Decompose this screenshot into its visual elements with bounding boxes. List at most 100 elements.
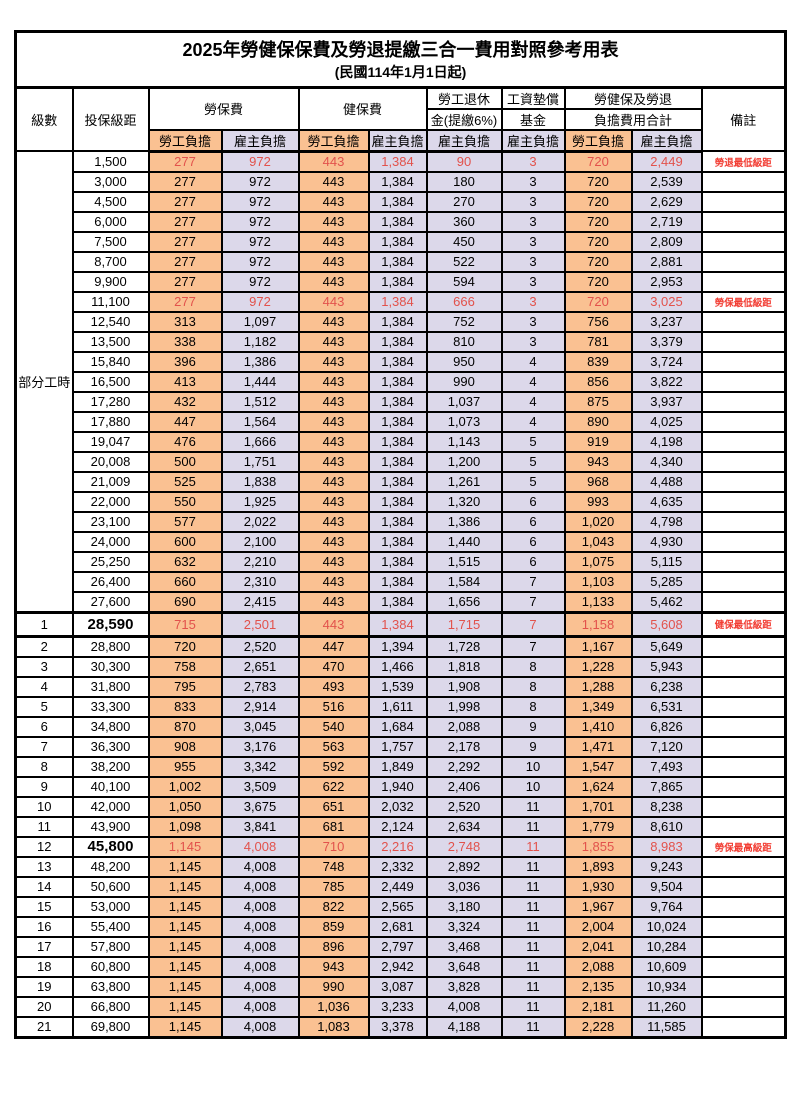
cell-total-employer: 5,649 (630, 635, 703, 658)
cell-total-employer: 2,719 (630, 210, 703, 233)
table-row: 8 38,200 955 3,342 592 1,849 2,292 10 1,547 7,493 (14, 755, 787, 778)
cell-note (700, 935, 787, 958)
cell-note (700, 875, 787, 898)
cell-pension-employer: 3,036 (425, 875, 503, 898)
cell-health-employer: 1,384 (367, 270, 428, 293)
cell-health-employee: 622 (297, 775, 370, 798)
cell-pension-employer: 360 (425, 210, 503, 233)
cell-total-employer: 3,025 (630, 290, 703, 313)
cell-wage-fund-employer: 9 (500, 715, 566, 738)
cell-labor-employee: 870 (147, 715, 223, 738)
cell-bracket: 8,700 (71, 250, 150, 273)
cell-health-employer: 2,797 (367, 935, 428, 958)
cell-bracket: 36,300 (71, 735, 150, 758)
cell-labor-employee: 1,145 (147, 975, 223, 998)
cell-wage-fund-employer: 11 (500, 815, 566, 838)
cell-total-employee: 2,181 (563, 995, 633, 1018)
cell-wage-fund-employer: 7 (500, 570, 566, 593)
header-total-line1: 勞健保及勞退 (563, 86, 703, 110)
cell-pension-employer: 1,656 (425, 590, 503, 614)
cell-health-employee: 990 (297, 975, 370, 998)
cell-pension-employer: 1,715 (425, 610, 503, 638)
cell-health-employer: 1,384 (367, 190, 428, 213)
cell-health-employer: 1,384 (367, 510, 428, 533)
table-row: 19 63,800 1,145 4,008 990 3,087 3,828 11 2,135 10… (14, 975, 787, 998)
header-pension-employer: 雇主負擔 (425, 128, 503, 153)
cell-pension-employer: 2,520 (425, 795, 503, 818)
table-row: 26,400 660 2,310 443 1,384 1,584 7 1,103 5,285 (16, 570, 787, 593)
table-row: 3 30,300 758 2,651 470 1,466 1,818 8 1,228 5,943 (14, 655, 787, 678)
cell-labor-employee: 1,145 (147, 935, 223, 958)
cell-health-employer: 1,384 (367, 310, 428, 333)
cell-bracket: 57,800 (71, 935, 150, 958)
cell-wage-fund-employer: 6 (500, 550, 566, 573)
cell-total-employer: 5,115 (630, 550, 703, 573)
cell-labor-employer: 3,045 (220, 715, 300, 738)
cell-health-employee: 443 (297, 370, 370, 393)
cell-wage-fund-employer: 3 (500, 210, 566, 233)
cell-health-employee: 443 (297, 550, 370, 573)
table-row: 17 57,800 1,145 4,008 896 2,797 3,468 11 2,041 10… (14, 935, 787, 958)
cell-health-employer: 1,384 (367, 610, 428, 638)
cell-health-employee: 443 (297, 310, 370, 333)
cell-note (700, 815, 787, 838)
cell-health-employer: 1,684 (367, 715, 428, 738)
cell-level: 13 (14, 855, 74, 878)
cell-wage-fund-employer: 6 (500, 490, 566, 513)
cell-health-employee: 443 (297, 570, 370, 593)
cell-total-employee: 1,624 (563, 775, 633, 798)
header-wage-fund-employer: 雇主負擔 (500, 128, 566, 153)
cell-note: 勞保最低級距 (700, 290, 787, 313)
cell-bracket: 27,600 (71, 590, 150, 614)
cell-total-employee: 1,779 (563, 815, 633, 838)
cell-labor-employer: 972 (220, 290, 300, 313)
cell-health-employee: 651 (297, 795, 370, 818)
header-labor-employee: 勞工負擔 (147, 128, 223, 153)
cell-labor-employer: 4,008 (220, 915, 300, 938)
cell-labor-employer: 2,100 (220, 530, 300, 553)
cell-health-employer: 1,611 (367, 695, 428, 718)
cell-total-employee: 720 (563, 210, 633, 233)
cell-health-employer: 1,384 (367, 570, 428, 593)
cell-bracket: 28,800 (71, 635, 150, 658)
cell-total-employer: 10,284 (630, 935, 703, 958)
cell-pension-employer: 3,324 (425, 915, 503, 938)
cell-pension-employer: 1,143 (425, 430, 503, 453)
cell-labor-employer: 1,182 (220, 330, 300, 353)
table-row: 3,000 277 972 443 1,384 180 3 720 2,539 (16, 170, 787, 193)
cell-total-employer: 4,198 (630, 430, 703, 453)
cell-pension-employer: 1,037 (425, 390, 503, 413)
cell-total-employee: 1,547 (563, 755, 633, 778)
cell-bracket: 1,500 (71, 150, 150, 173)
cell-health-employee: 563 (297, 735, 370, 758)
cell-total-employer: 9,764 (630, 895, 703, 918)
cell-bracket: 24,000 (71, 530, 150, 553)
cell-level: 11 (14, 815, 74, 838)
cell-total-employee: 1,133 (563, 590, 633, 614)
cell-total-employee: 2,041 (563, 935, 633, 958)
cell-labor-employee: 1,002 (147, 775, 223, 798)
cell-level: 12 (14, 835, 74, 858)
table-row: 15,840 396 1,386 443 1,384 950 4 839 3,724 (16, 350, 787, 373)
cell-note (700, 170, 787, 193)
header-wage-fund-line2: 基金 (500, 107, 566, 131)
cell-health-employer: 1,384 (367, 430, 428, 453)
cell-pension-employer: 2,748 (425, 835, 503, 858)
cell-labor-employee: 632 (147, 550, 223, 573)
cell-total-employee: 720 (563, 150, 633, 173)
cell-labor-employee: 1,145 (147, 895, 223, 918)
table-row: 16,500 413 1,444 443 1,384 990 4 856 3,822 (16, 370, 787, 393)
cell-total-employee: 1,103 (563, 570, 633, 593)
cell-bracket: 69,800 (71, 1015, 150, 1039)
cell-total-employee: 1,471 (563, 735, 633, 758)
cell-labor-employer: 972 (220, 170, 300, 193)
cell-labor-employee: 277 (147, 150, 223, 173)
header-total-line2: 負擔費用合計 (563, 107, 703, 131)
cell-labor-employer: 972 (220, 210, 300, 233)
cell-health-employee: 443 (297, 190, 370, 213)
cell-note (700, 410, 787, 433)
cell-wage-fund-employer: 9 (500, 735, 566, 758)
table-row: 6,000 277 972 443 1,384 360 3 720 2,719 (16, 210, 787, 233)
cell-total-employer: 2,953 (630, 270, 703, 293)
cell-total-employee: 1,158 (563, 610, 633, 638)
